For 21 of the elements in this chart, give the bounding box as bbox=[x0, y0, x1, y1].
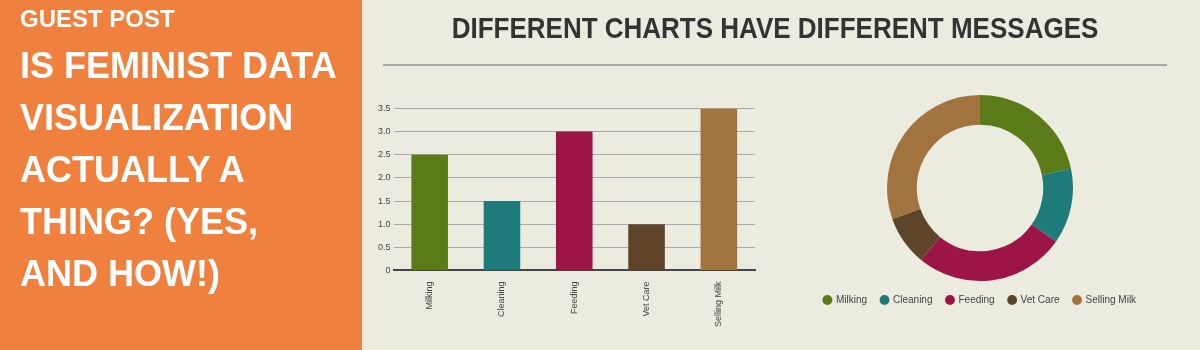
bar bbox=[483, 201, 521, 270]
x-tick-label: Selling Milk bbox=[713, 280, 724, 327]
x-tick-label: Milking bbox=[424, 281, 435, 310]
y-tick-label: 1.5 bbox=[378, 195, 391, 206]
bar bbox=[628, 224, 665, 270]
bar bbox=[555, 131, 593, 270]
x-tick-label: Vet Care bbox=[641, 281, 652, 317]
bar bbox=[411, 154, 448, 270]
y-tick-label: 3.5 bbox=[378, 102, 391, 113]
x-tick-label: Cleaning bbox=[496, 281, 507, 318]
text: IS FEMINIST DATA VISUALIZATION ACTUALLY A THING? (YES, AND HOW!) bbox=[20, 44, 337, 296]
x-tick-label: Feeding bbox=[568, 281, 579, 315]
y-tick-label: 1.0 bbox=[378, 218, 391, 229]
y-tick-label: 0.5 bbox=[378, 241, 391, 252]
chart-title: DIFFERENT CHARTS HAVE DIFFERENT MESSAGES bbox=[383, 10, 1167, 66]
y-tick-label: 3.0 bbox=[378, 126, 391, 137]
text: GUEST POST bbox=[20, 4, 176, 34]
y-tick-label: 0 bbox=[385, 264, 391, 275]
y-tick-label: 2.0 bbox=[378, 172, 391, 183]
y-tick-label: 2.5 bbox=[378, 149, 391, 160]
bar bbox=[700, 108, 738, 270]
